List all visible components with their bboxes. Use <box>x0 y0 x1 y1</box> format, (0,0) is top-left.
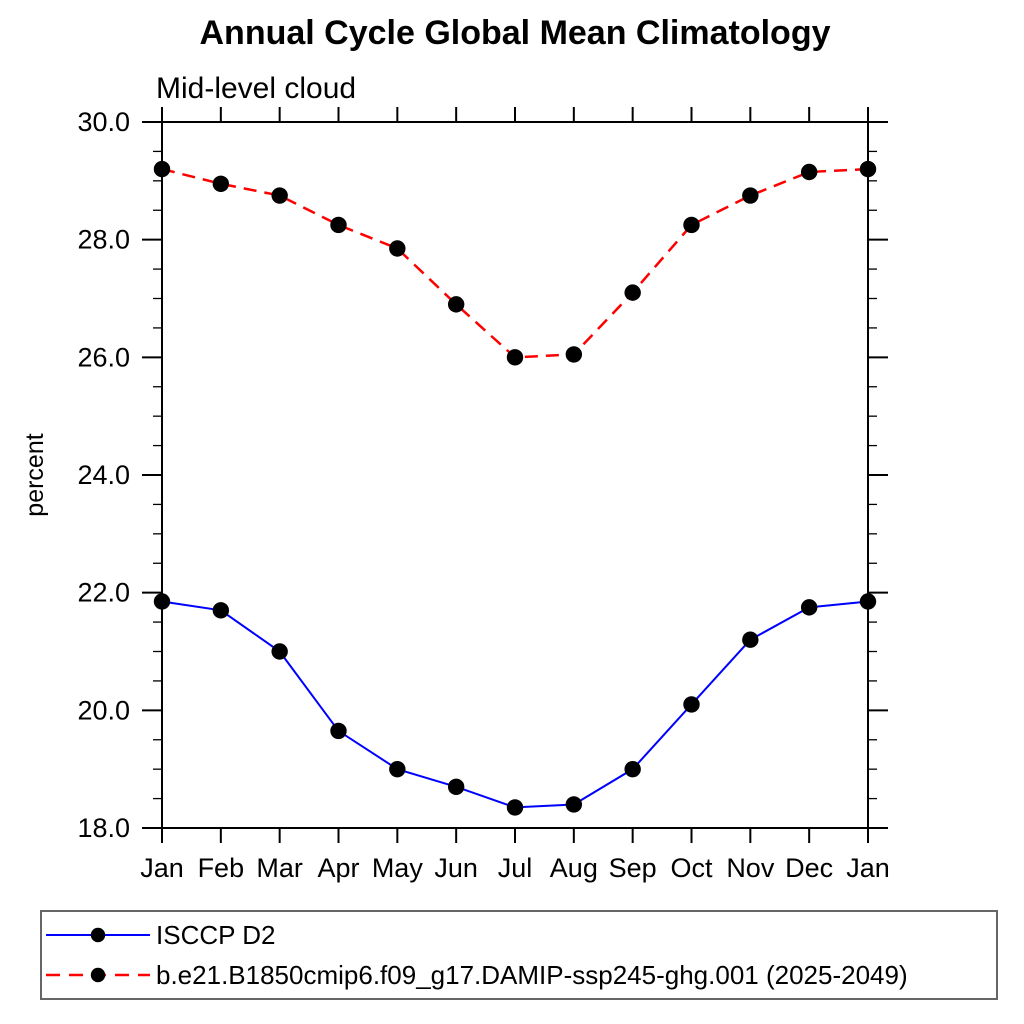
legend-sample <box>46 967 150 983</box>
y-tick-label: 30.0 <box>77 107 130 137</box>
x-tick-label: Jan <box>140 853 184 883</box>
legend-box: ISCCP D2 b.e21.B1850cmip6.f09_g17.DAMIP-s… <box>40 910 998 1000</box>
legend-label: b.e21.B1850cmip6.f09_g17.DAMIP-ssp245-gh… <box>156 959 908 990</box>
data-point-marker <box>859 160 877 178</box>
series-markers <box>153 160 877 366</box>
x-tick-label: Jul <box>498 853 533 883</box>
data-point-marker <box>506 799 524 816</box>
data-point-marker <box>565 346 583 363</box>
legend-marker-icon <box>90 927 106 943</box>
data-point-marker <box>624 760 641 778</box>
data-point-marker <box>330 722 347 740</box>
x-tick-label: Jan <box>846 853 890 883</box>
data-point-marker <box>153 593 171 610</box>
data-point-marker <box>447 778 465 796</box>
y-tick-label: 20.0 <box>77 695 130 725</box>
data-point-marker <box>330 216 347 234</box>
x-tick-label: Dec <box>785 853 833 883</box>
y-axis-labels: 18.0 20.0 22.0 24.0 26.0 28.0 30.0 <box>77 107 130 843</box>
data-point-marker <box>742 631 759 648</box>
plot-frame <box>161 121 869 829</box>
data-point-marker <box>212 175 230 192</box>
data-point-marker <box>212 602 230 619</box>
data-point-marker <box>153 160 171 178</box>
x-tick-label: Aug <box>550 853 598 883</box>
data-point-marker <box>271 187 288 204</box>
y-axis-title: percent <box>21 433 49 516</box>
chart-title: Annual Cycle Global Mean Climatology <box>199 14 831 52</box>
data-point-marker <box>859 593 877 610</box>
x-tick-label: May <box>372 853 424 883</box>
data-point-marker <box>565 796 583 813</box>
data-point-marker <box>683 216 700 234</box>
data-point-marker <box>271 643 288 660</box>
chart-subtitle: Mid-level cloud <box>156 72 357 105</box>
data-point-marker <box>683 696 700 713</box>
data-point-marker <box>506 349 524 366</box>
y-tick-label: 28.0 <box>77 225 130 255</box>
legend-item: ISCCP D2 <box>42 915 996 955</box>
legend-label: ISCCP D2 <box>156 919 276 950</box>
x-tick-label: Feb <box>198 853 245 883</box>
x-tick-label: Sep <box>609 853 657 883</box>
plot-area: 18.0 20.0 22.0 24.0 26.0 28.0 30.0 Jan Feb Mar Apr… <box>21 107 890 883</box>
legend-sample <box>46 927 150 943</box>
x-tick-label: Mar <box>256 853 303 883</box>
y-tick-label: 24.0 <box>77 460 130 490</box>
x-tick-label: Apr <box>317 853 359 883</box>
x-tick-label: Nov <box>726 853 775 883</box>
series-line <box>161 600 869 809</box>
y-tick-label: 26.0 <box>77 342 130 372</box>
x-tick-label: Jun <box>434 853 478 883</box>
series-markers <box>153 593 877 816</box>
data-point-marker <box>800 599 818 616</box>
series-line <box>161 167 869 359</box>
y-tick-label: 22.0 <box>77 578 130 608</box>
data-point-marker <box>624 284 641 301</box>
data-point-marker <box>447 296 465 313</box>
x-axis-labels: Jan Feb Mar Apr May Jun Jul Aug Sep Oct Nov Dec Jan <box>140 853 890 883</box>
data-point-marker <box>389 240 406 257</box>
legend-marker-icon <box>90 967 106 983</box>
y-tick-label: 18.0 <box>77 813 130 843</box>
y-axis-ticks <box>142 121 888 829</box>
x-tick-label: Oct <box>670 853 713 883</box>
data-point-marker <box>742 187 759 204</box>
data-point-marker <box>389 760 406 778</box>
legend-item: b.e21.B1850cmip6.f09_g17.DAMIP-ssp245-gh… <box>42 955 996 995</box>
x-axis-ticks <box>161 107 869 843</box>
data-point-marker <box>800 163 818 181</box>
